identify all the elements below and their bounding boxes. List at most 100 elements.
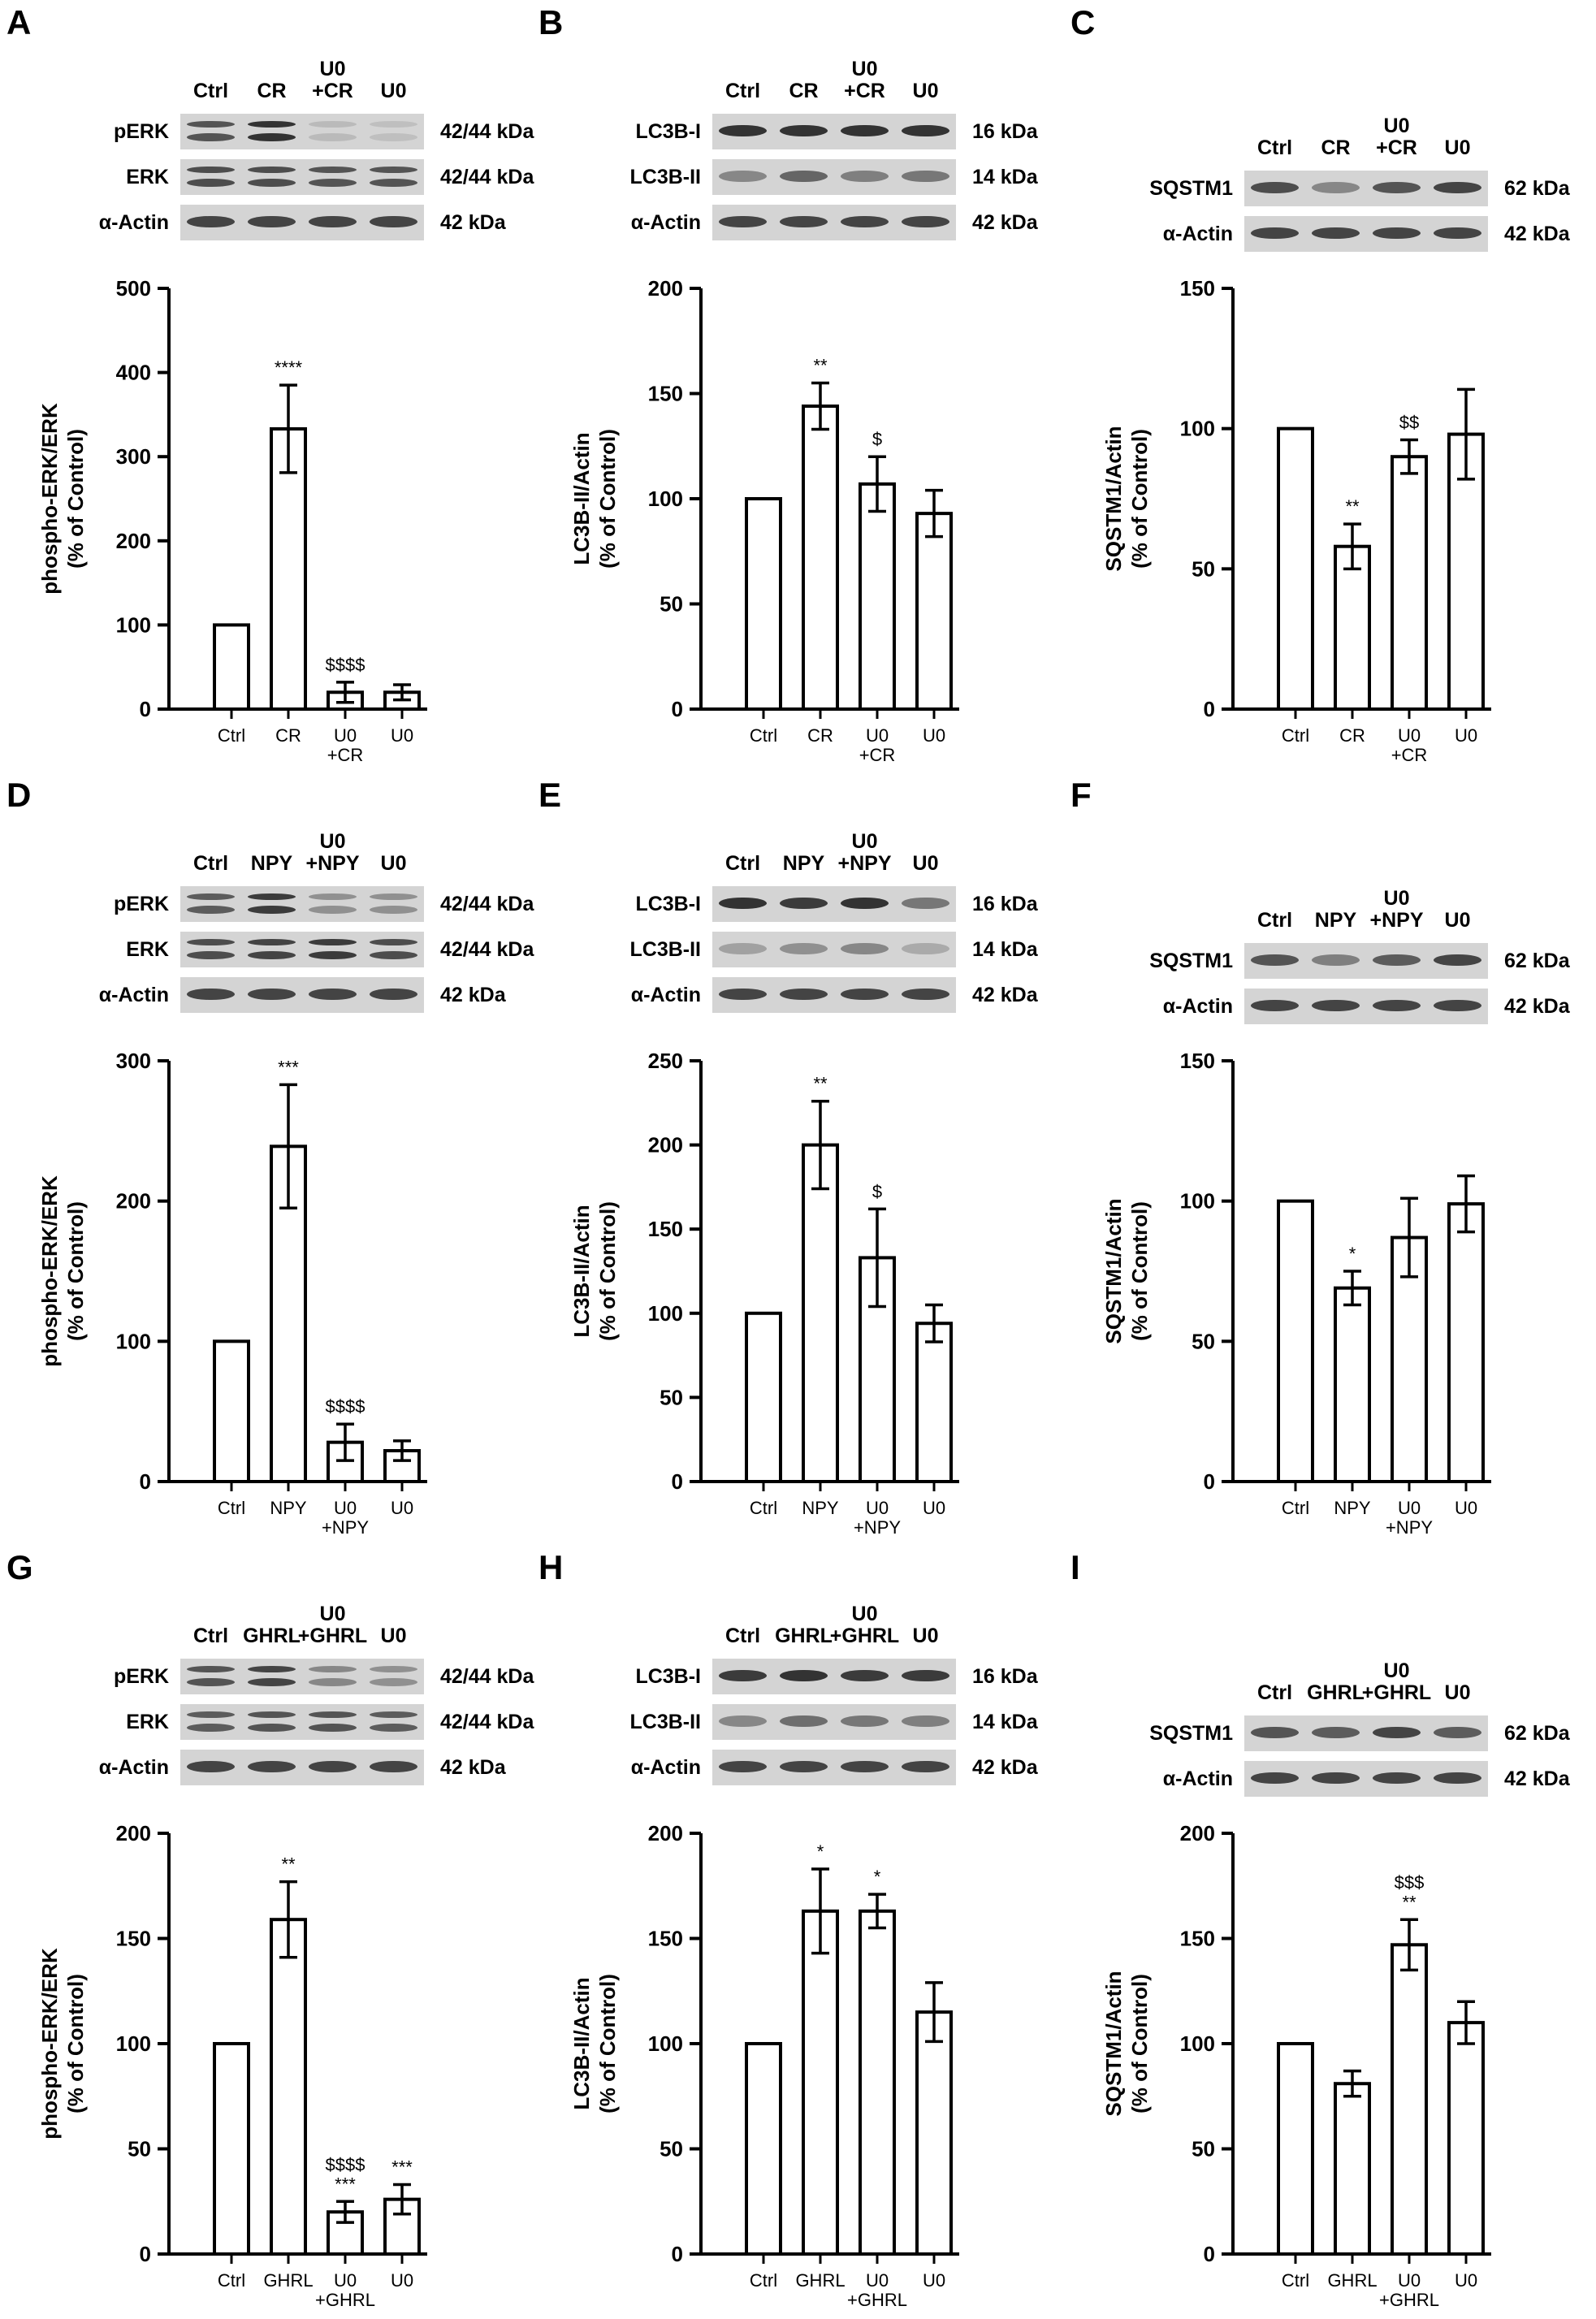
- significance-label: $$: [1399, 412, 1419, 432]
- y-tick-label: 200: [648, 1133, 683, 1157]
- western-blot-strip: [180, 1704, 424, 1740]
- y-tick-label: 200: [1180, 1821, 1215, 1845]
- x-category-label: U0 +NPY: [322, 1498, 369, 1538]
- x-category-label: U0: [1455, 2270, 1477, 2291]
- protein-band: [309, 216, 357, 227]
- protein-band: [1373, 227, 1421, 239]
- molecular-weight-label: 42 kDa: [440, 984, 506, 1006]
- western-blot-strip: [712, 1750, 956, 1785]
- bar-chart: 0 100 200 300 phospho-ERK/ERK (% of Control) C…: [37, 1049, 427, 1538]
- x-category-label: Ctrl: [218, 725, 245, 746]
- protein-band: [1251, 954, 1299, 966]
- lane-label: Ctrl: [724, 1625, 761, 1647]
- blot-row-label: pERK: [113, 1665, 169, 1688]
- western-blot-strip: [180, 159, 424, 195]
- lane-label: U0 +NPY: [305, 830, 360, 875]
- y-axis-label: SQSTM1/Actin: [1101, 1198, 1126, 1343]
- significance-label: $$$$: [326, 655, 365, 675]
- significance-label: $: [872, 429, 882, 449]
- x-category-label: Ctrl: [218, 2270, 245, 2291]
- y-tick-label: 200: [116, 529, 151, 553]
- protein-band: [370, 167, 417, 173]
- lane-label: U0: [912, 80, 939, 102]
- western-blot-strip: [180, 1659, 424, 1694]
- molecular-weight-label: 42/44 kDa: [440, 120, 534, 143]
- western-blot-strip: [712, 114, 956, 149]
- x-category-label: NPY: [1334, 1498, 1371, 1518]
- protein-band: [1434, 182, 1481, 193]
- bar: [802, 405, 839, 711]
- lane-label: NPY: [782, 852, 825, 875]
- lane-label: U0 +CR: [1376, 115, 1417, 159]
- significance-label: $$$$ ***: [326, 2154, 365, 2194]
- molecular-weight-label: 42 kDa: [440, 211, 506, 234]
- blot-row-label: LC3B-I: [635, 1665, 701, 1688]
- protein-band: [780, 1761, 828, 1772]
- y-tick-label: 50: [128, 2137, 151, 2161]
- protein-band: [1312, 1000, 1360, 1011]
- y-axis-label: SQSTM1/Actin: [1101, 1971, 1126, 2116]
- panel-h: H Ctrl GHRL U0 +GHRL U0 LC3B-I 16 kDa LC3B-II 14…: [532, 1545, 1064, 2317]
- protein-band: [1373, 182, 1421, 193]
- y-axis-label: LC3B-II/Actin: [569, 1205, 594, 1337]
- protein-band: [370, 1724, 417, 1732]
- blot-row-label: α-Actin: [1162, 1767, 1233, 1790]
- x-category-label: U0: [923, 1498, 945, 1518]
- molecular-weight-label: 42 kDa: [972, 211, 1038, 234]
- protein-band: [248, 179, 296, 187]
- protein-band: [719, 989, 767, 1000]
- protein-band: [309, 1724, 357, 1732]
- western-blot-strip: [180, 205, 424, 240]
- x-category-label: U0 +GHRL: [1379, 2270, 1439, 2310]
- y-tick-label: 50: [660, 1385, 683, 1409]
- x-category-label: CR: [1339, 725, 1365, 746]
- panel-f: F Ctrl NPY U0 +NPY U0 SQSTM1 62 kDa α-Actin 42 k…: [1064, 772, 1596, 1545]
- lane-label: U0 +NPY: [1369, 887, 1424, 932]
- lane-label: U0 +GHRL: [297, 1603, 368, 1647]
- bar: [915, 512, 953, 711]
- x-category-label: GHRL: [795, 2270, 845, 2291]
- bar-chart: 0 50 100 150 SQSTM1/Actin (% of Control) Ctrl *…: [1101, 1049, 1491, 1538]
- y-axis-label: (% of Control): [1127, 1974, 1152, 2113]
- protein-band: [248, 939, 296, 945]
- bar: [213, 2042, 250, 2256]
- panel-g: G Ctrl GHRL U0 +GHRL U0 pERK 42/44 kDa ERK 42/44…: [0, 1545, 534, 2317]
- protein-band: [1434, 227, 1481, 239]
- protein-band: [248, 951, 296, 959]
- protein-band: [248, 1678, 296, 1686]
- protein-band: [370, 1711, 417, 1718]
- western-blot-strip: [712, 159, 956, 195]
- significance-label: *: [874, 1867, 881, 1887]
- x-category-label: Ctrl: [750, 725, 777, 746]
- x-category-label: U0: [1455, 1498, 1477, 1518]
- molecular-weight-label: 14 kDa: [972, 938, 1038, 961]
- lane-label: U0: [1444, 1681, 1471, 1704]
- bar-chart: 0 50 100 150 200 250 LC3B-II/Actin (% of Contro…: [569, 1049, 959, 1538]
- blot-row-label: LC3B-I: [635, 120, 701, 143]
- y-tick-label: 50: [660, 592, 683, 617]
- y-axis-label: phospho-ERK/ERK: [37, 403, 62, 595]
- western-blot-strip: [1244, 989, 1488, 1024]
- western-blot-strip: [712, 1659, 956, 1694]
- protein-band: [902, 171, 949, 182]
- protein-band: [1434, 1727, 1481, 1738]
- western-blot-strip: [712, 205, 956, 240]
- significance-label: $$$ **: [1395, 1872, 1425, 1912]
- blot-row-label: α-Actin: [630, 984, 701, 1006]
- lane-label: U0: [380, 852, 407, 875]
- protein-band: [187, 1678, 235, 1686]
- protein-band: [902, 125, 949, 136]
- protein-band: [309, 939, 357, 945]
- y-tick-label: 200: [648, 1821, 683, 1845]
- lane-label: Ctrl: [1256, 1681, 1293, 1704]
- x-category-label: U0: [923, 2270, 945, 2291]
- bar: [915, 1322, 953, 1483]
- y-tick-label: 0: [1204, 1469, 1215, 1494]
- x-category-label: Ctrl: [1282, 2270, 1309, 2291]
- bar: [1391, 1943, 1428, 2256]
- y-tick-label: 100: [648, 2031, 683, 2056]
- protein-band: [248, 893, 296, 900]
- bar-chart: 0 50 100 150 200 LC3B-II/Actin (% of Control) C…: [569, 276, 959, 765]
- protein-band: [719, 1715, 767, 1727]
- panel-i: I Ctrl GHRL U0 +GHRL U0 SQSTM1 62 kDa α-Actin 42…: [1064, 1545, 1596, 2317]
